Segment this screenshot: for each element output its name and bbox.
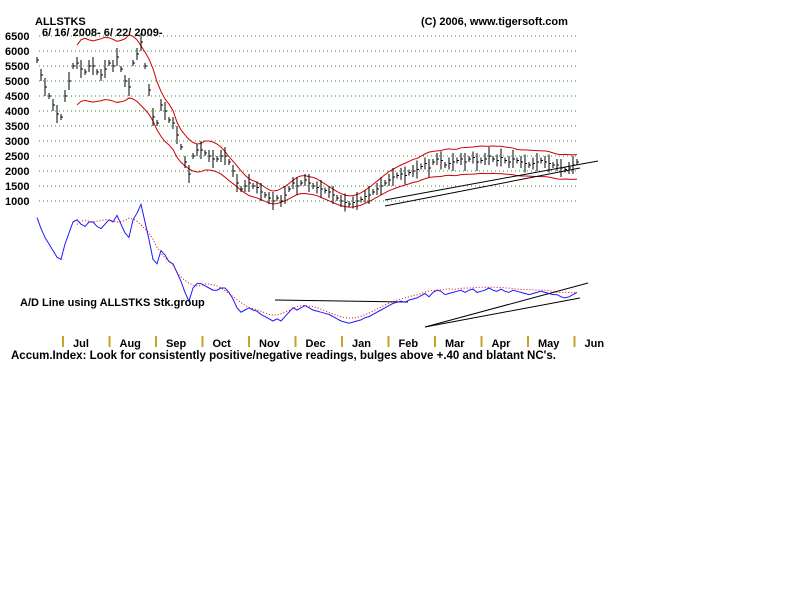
y-tick-label: 6500 — [5, 31, 29, 43]
month-label: Feb — [399, 338, 419, 350]
price-bands — [76, 34, 578, 208]
y-tick-label: 1000 — [5, 196, 29, 208]
trendline — [384, 160, 599, 201]
trendline — [424, 282, 589, 328]
y-tick-label: 3000 — [5, 136, 29, 148]
trendline — [384, 167, 581, 207]
trendlines — [274, 160, 599, 328]
y-tick-label: 6000 — [5, 46, 29, 58]
price-bars — [36, 33, 579, 212]
y-tick-label: 4500 — [5, 91, 29, 103]
month-label: Nov — [259, 338, 281, 350]
copyright-text: (C) 2006, www.tigersoft.com — [421, 16, 568, 28]
month-label: Mar — [445, 338, 465, 350]
y-tick-label: 2000 — [5, 166, 29, 178]
footer-note: Accum.Index: Look for consistently posit… — [11, 350, 556, 362]
chart-title: ALLSTKS — [35, 16, 86, 28]
y-tick-label: 2500 — [5, 151, 29, 163]
month-label: Sep — [166, 338, 186, 350]
trendline — [274, 299, 409, 303]
ad-line-label: A/D Line using ALLSTKS Stk.group — [20, 297, 205, 309]
y-tick-label: 5000 — [5, 76, 29, 88]
month-label: Jun — [585, 338, 605, 350]
month-label: May — [538, 338, 560, 350]
lower-band — [76, 97, 578, 208]
y-tick-label: 1500 — [5, 181, 29, 193]
y-tick-label: 3500 — [5, 121, 29, 133]
month-label: Aug — [120, 338, 141, 350]
ad-line-path — [36, 202, 578, 324]
month-label: Jan — [352, 338, 371, 350]
y-tick-label: 4000 — [5, 106, 29, 118]
ad-line-moving-average — [76, 217, 578, 319]
month-label: Apr — [492, 338, 512, 350]
ad-line — [36, 202, 578, 324]
month-label: Dec — [306, 338, 326, 350]
y-axis-ticks: 6500 6000 5500 5000 4500 4000 3500 3000 2500 2000… — [5, 31, 29, 208]
month-axis: Jul Aug Sep Oct Nov Dec Jan Feb Mar Apr May Jun — [62, 336, 605, 350]
y-tick-label: 5500 — [5, 61, 29, 73]
trendline — [424, 297, 581, 328]
month-label: Oct — [213, 338, 232, 350]
upper-band — [76, 34, 578, 197]
month-label: Jul — [73, 338, 89, 350]
chart-date-range: 6/ 16/ 2008- 6/ 22/ 2009- — [42, 27, 163, 39]
